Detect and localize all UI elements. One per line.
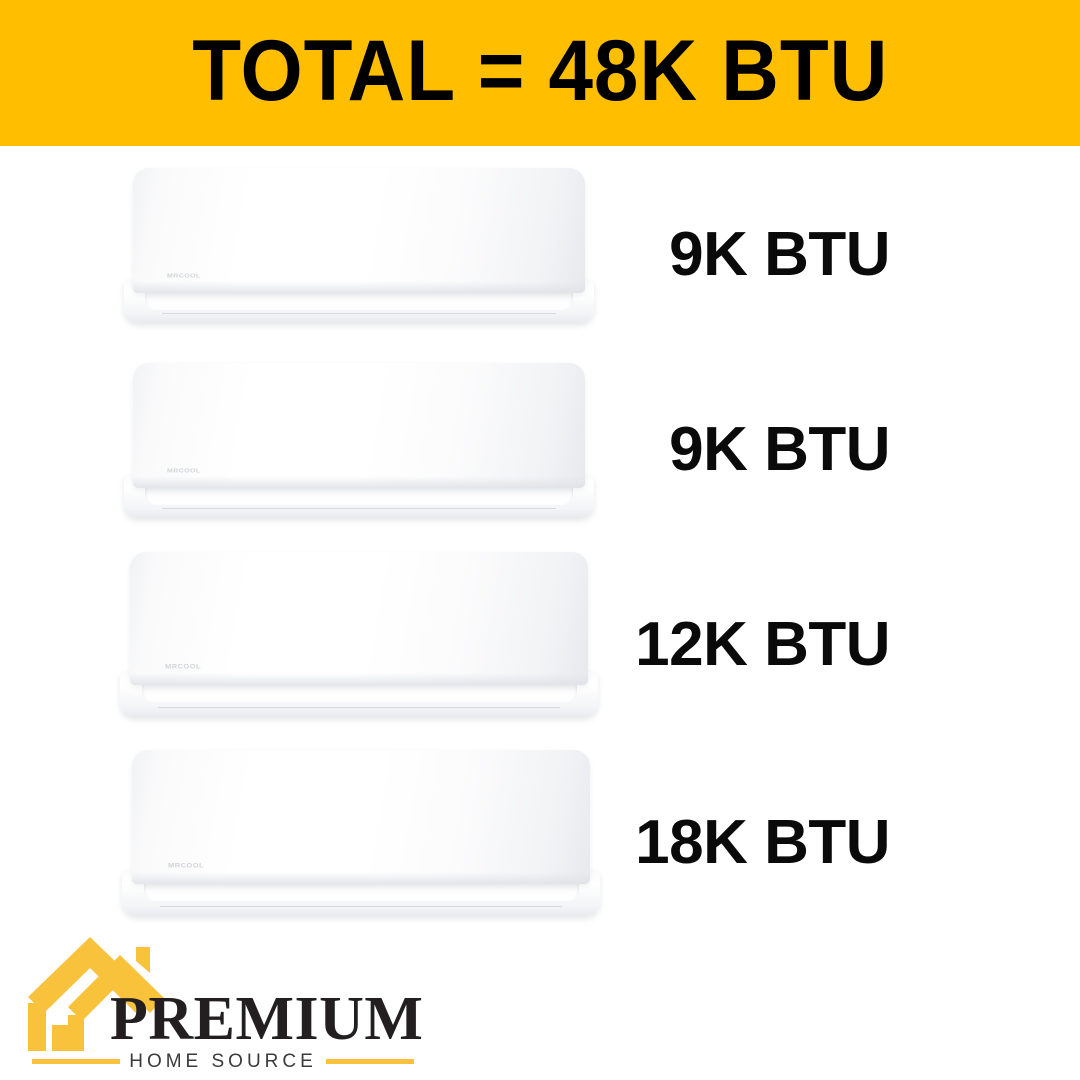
logo-wordmark: PREMIUM (110, 985, 424, 1053)
ac-brand-label: MRCOOL (165, 662, 202, 670)
banner-title: TOTAL = 48K BTU (191, 23, 889, 119)
house-roofs-icon (24, 925, 164, 1055)
btu-label: 12K BTU (635, 610, 890, 679)
logo-rule-right (325, 1058, 415, 1064)
mini-split-air-handler-icon: MRCOOL (124, 168, 594, 323)
ac-body: MRCOOL (133, 363, 585, 488)
ac-brand-label: MRCOOL (167, 468, 201, 474)
unit-row: MRCOOL 9K BTU (0, 168, 1080, 343)
ac-brand-label: MRCOOL (168, 861, 205, 869)
logo-rule-left (32, 1058, 121, 1064)
ac-body: MRCOOL (130, 552, 588, 685)
btu-label: 9K BTU (669, 415, 890, 484)
unit-row: MRCOOL 9K BTU (0, 363, 1080, 538)
ac-body: MRCOOL (133, 168, 585, 293)
btu-label: 18K BTU (635, 808, 890, 877)
btu-label: 9K BTU (669, 220, 890, 289)
mini-split-air-handler-icon: MRCOOL (120, 552, 598, 717)
logo-tagline-row: HOME SOURCE (32, 1050, 415, 1072)
unit-row: MRCOOL 12K BTU (0, 552, 1080, 737)
ac-brand-label: MRCOOL (167, 273, 201, 279)
mini-split-air-handler-icon: MRCOOL (124, 363, 594, 518)
logo-tagline: HOME SOURCE (129, 1050, 317, 1072)
ac-body: MRCOOL (132, 750, 590, 884)
unit-row: MRCOOL 18K BTU (0, 750, 1080, 936)
brand-logo: PREMIUM HOME SOURCE (18, 925, 423, 1072)
total-banner: TOTAL = 48K BTU (0, 0, 1080, 146)
unit-list: MRCOOL 9K BTU MRCOOL 9K BTU MRCOOL 12K B… (0, 146, 1080, 936)
mini-split-air-handler-icon: MRCOOL (122, 750, 600, 916)
